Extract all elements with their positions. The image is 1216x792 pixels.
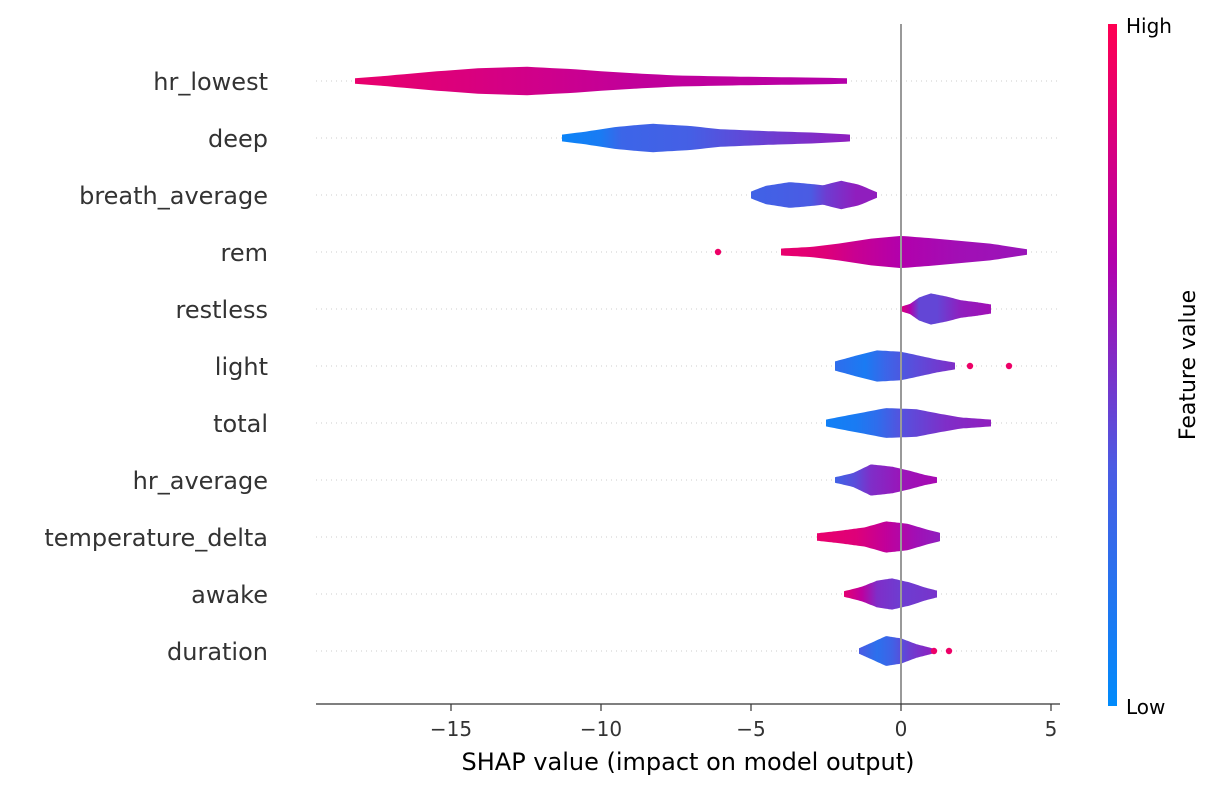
feature-label-awake: awake <box>191 581 268 609</box>
colorbar-low-label: Low <box>1126 695 1165 719</box>
feature-label-hr-lowest: hr_lowest <box>153 68 268 96</box>
violin-breath-average <box>751 180 877 210</box>
x-axis: −15 −10 −5 0 5 SHAP value (impact on model o… <box>316 703 1060 776</box>
colorbar-title: Feature value <box>1176 290 1201 440</box>
feature-label-duration: duration <box>167 638 268 666</box>
x-tick-label: −10 <box>580 717 622 741</box>
x-tick-label: −5 <box>736 717 765 741</box>
x-ticks: −15 −10 −5 0 5 <box>430 704 1057 741</box>
feature-label-hr-average: hr_average <box>133 467 268 495</box>
x-tick-label: 5 <box>1045 717 1058 741</box>
outlier-point <box>714 248 722 256</box>
outlier-point <box>966 362 974 370</box>
violin-restless <box>901 293 991 325</box>
feature-label-restless: restless <box>176 296 268 324</box>
colorbar-high-label: High <box>1126 14 1172 38</box>
feature-label-light: light <box>215 353 268 381</box>
violin-total <box>826 408 991 438</box>
outlier-point <box>1005 362 1013 370</box>
outlier-point <box>930 647 938 655</box>
x-tick-label: 0 <box>895 717 908 741</box>
outlier-points <box>714 248 1013 655</box>
violin-group <box>355 66 1027 666</box>
violin-hr-average <box>835 464 937 496</box>
colorbar: High Low Feature value <box>1108 14 1201 719</box>
outlier-point <box>945 647 953 655</box>
violin-temperature-delta <box>817 521 940 553</box>
x-tick-label: −15 <box>430 717 472 741</box>
violin-awake <box>844 578 937 610</box>
violin-deep <box>562 123 850 153</box>
violin-hr-lowest <box>355 66 847 96</box>
feature-label-breath-average: breath_average <box>79 182 268 210</box>
violin-duration <box>859 636 934 666</box>
violin-rem <box>781 236 1027 268</box>
feature-label-total: total <box>213 410 268 438</box>
feature-label-deep: deep <box>208 125 268 153</box>
violin-light <box>835 350 955 382</box>
colorbar-gradient <box>1108 24 1117 706</box>
feature-label-temperature-delta: temperature_delta <box>44 524 268 552</box>
feature-label-rem: rem <box>221 239 268 267</box>
x-axis-title: SHAP value (impact on model output) <box>462 748 915 776</box>
